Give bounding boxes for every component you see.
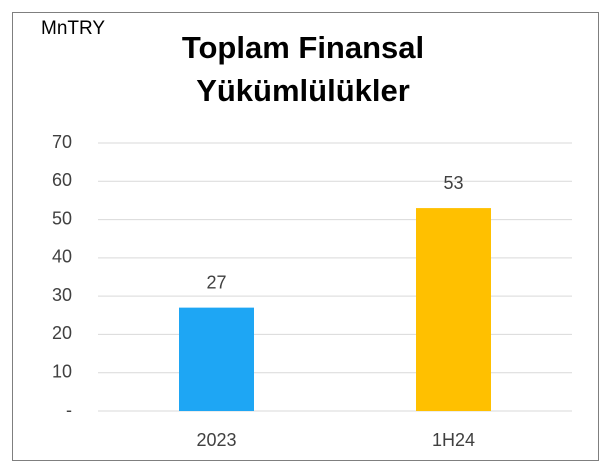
x-tick-label: 1H24 bbox=[432, 430, 475, 450]
bar bbox=[416, 208, 491, 411]
y-tick-label: 50 bbox=[52, 208, 72, 228]
y-tick-label: 60 bbox=[52, 170, 72, 190]
y-tick-label: - bbox=[66, 400, 72, 420]
y-tick-label: 30 bbox=[52, 285, 72, 305]
y-tick-label: 20 bbox=[52, 323, 72, 343]
x-tick-label: 2023 bbox=[196, 430, 236, 450]
y-tick-label: 70 bbox=[52, 132, 72, 152]
data-label: 53 bbox=[443, 173, 463, 193]
chart-title: Toplam Finansal Yükümlülükler bbox=[181, 30, 425, 108]
unit-label: MnTRY bbox=[41, 18, 106, 39]
bar bbox=[179, 307, 254, 411]
y-tick-label: 10 bbox=[52, 361, 72, 381]
chart-border bbox=[12, 12, 599, 461]
data-label: 27 bbox=[206, 272, 226, 292]
y-tick-label: 40 bbox=[52, 247, 72, 267]
